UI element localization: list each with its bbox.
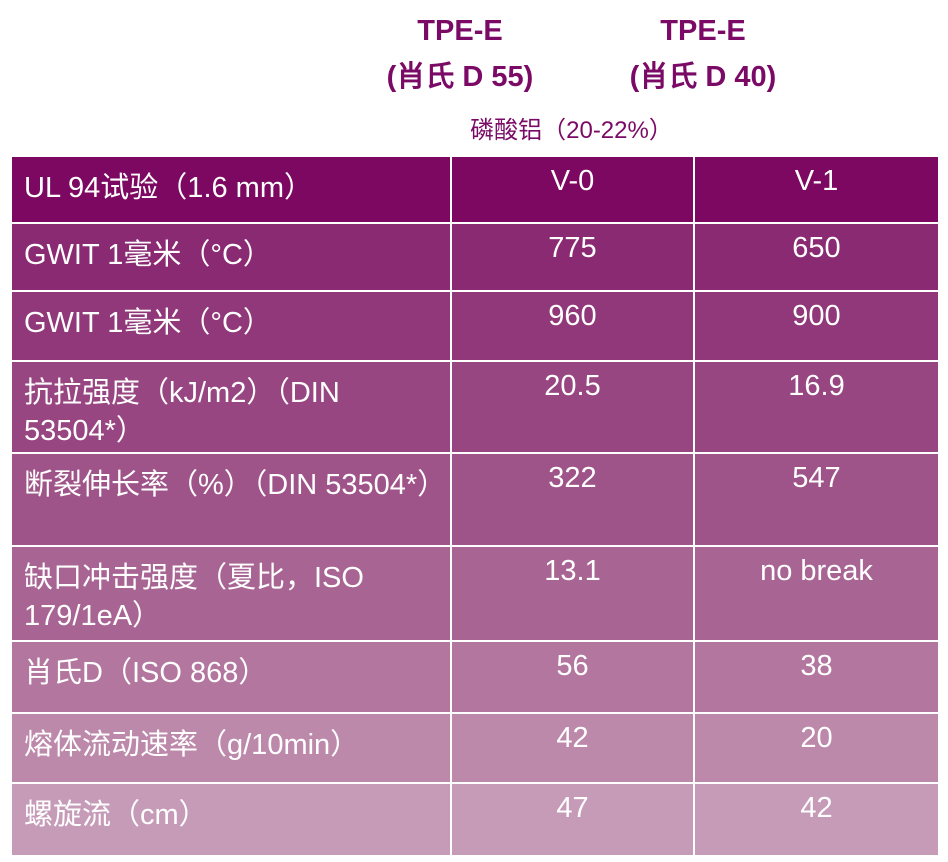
- table-row: 缺口冲击强度（夏比，ISO 179/1eA） 13.1 no break: [10, 545, 940, 642]
- column-subtitle: (肖氏 D 55): [386, 61, 534, 93]
- property-value: 16.9: [693, 360, 940, 454]
- column-header: TPE-E (肖氏 D 55): [340, 8, 580, 100]
- property-value: no break: [693, 545, 940, 642]
- property-label: 螺旋流（cm）: [10, 782, 452, 857]
- property-label: GWIT 1毫米（°C）: [10, 222, 452, 292]
- table-row: 螺旋流（cm） 47 42: [10, 782, 940, 857]
- property-value: 42: [693, 782, 940, 857]
- property-value: 900: [693, 290, 940, 362]
- property-value: 13.1: [450, 545, 695, 642]
- property-value: 775: [450, 222, 695, 292]
- property-value: V-0: [450, 155, 695, 224]
- column-header: TPE-E (肖氏 D 40): [583, 8, 823, 100]
- property-value: 322: [450, 452, 695, 547]
- property-label: 熔体流动速率（g/10min）: [10, 712, 452, 784]
- table-row: 抗拉强度（kJ/m2）（DIN 53504*） 20.5 16.9: [10, 360, 940, 454]
- property-value: 38: [693, 640, 940, 714]
- property-value: 547: [693, 452, 940, 547]
- property-label: GWIT 1毫米（°C）: [10, 290, 452, 362]
- property-label: 抗拉强度（kJ/m2）（DIN 53504*）: [10, 360, 452, 454]
- property-value: 56: [450, 640, 695, 714]
- property-label: 肖氏D（ISO 868）: [10, 640, 452, 714]
- table-row: GWIT 1毫米（°C） 775 650: [10, 222, 940, 292]
- property-label: 缺口冲击强度（夏比，ISO 179/1eA）: [10, 545, 452, 642]
- table-row: 断裂伸长率（%）（DIN 53504*） 322 547: [10, 452, 940, 547]
- property-label: 断裂伸长率（%）（DIN 53504*）: [10, 452, 452, 547]
- table-row: 熔体流动速率（g/10min） 42 20: [10, 712, 940, 784]
- column-subtitle: (肖氏 D 40): [629, 61, 777, 93]
- property-label: UL 94试验（1.6 mm）: [10, 155, 452, 224]
- table-row: UL 94试验（1.6 mm） V-0 V-1: [10, 155, 940, 224]
- table-row: 肖氏D（ISO 868） 56 38: [10, 640, 940, 714]
- property-value: V-1: [693, 155, 940, 224]
- property-value: 42: [450, 712, 695, 784]
- property-value: 960: [450, 290, 695, 362]
- property-table: UL 94试验（1.6 mm） V-0 V-1 GWIT 1毫米（°C） 775 650 G…: [10, 155, 940, 857]
- column-title: TPE-E: [417, 15, 503, 47]
- property-value: 47: [450, 782, 695, 857]
- table-row: GWIT 1毫米（°C） 960 900: [10, 290, 940, 362]
- property-value: 20: [693, 712, 940, 784]
- column-title: TPE-E: [660, 15, 746, 47]
- subheader: 磷酸铝（20-22%）: [470, 117, 673, 144]
- property-value: 650: [693, 222, 940, 292]
- property-value: 20.5: [450, 360, 695, 454]
